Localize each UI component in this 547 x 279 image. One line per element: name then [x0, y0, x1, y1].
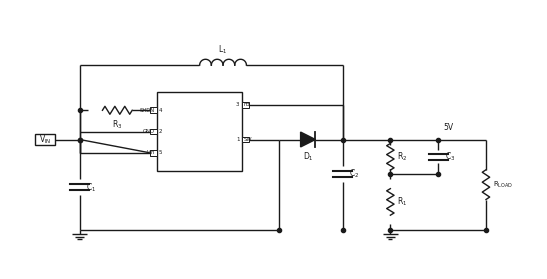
Text: C$_3$: C$_3$ [445, 150, 456, 163]
Text: 5: 5 [159, 150, 162, 155]
Text: V$_{\rm IN}$: V$_{\rm IN}$ [39, 133, 51, 146]
Text: 2: 2 [159, 129, 162, 134]
FancyBboxPatch shape [150, 150, 156, 156]
FancyBboxPatch shape [242, 137, 248, 142]
Text: 1: 1 [236, 137, 240, 142]
Text: L$_1$: L$_1$ [218, 43, 228, 56]
Polygon shape [301, 132, 316, 147]
FancyBboxPatch shape [242, 102, 248, 108]
Text: R$_1$: R$_1$ [397, 196, 407, 208]
Text: GND: GND [143, 129, 155, 134]
Text: R$_{\rm LOAD}$: R$_{\rm LOAD}$ [493, 180, 513, 190]
Text: 4: 4 [159, 108, 162, 113]
Text: C$_2$: C$_2$ [350, 168, 360, 180]
Text: R$_3$: R$_3$ [112, 119, 123, 131]
Text: SHDN: SHDN [140, 108, 155, 113]
Text: 3: 3 [236, 102, 240, 107]
Text: 5V: 5V [444, 122, 454, 131]
FancyBboxPatch shape [156, 92, 242, 171]
FancyBboxPatch shape [150, 129, 156, 134]
FancyBboxPatch shape [150, 107, 156, 113]
Text: SW: SW [243, 137, 252, 142]
Text: Vin: Vin [147, 150, 155, 155]
FancyBboxPatch shape [35, 134, 55, 145]
Text: C$_1$: C$_1$ [86, 181, 96, 194]
Text: R$_2$: R$_2$ [397, 150, 407, 163]
Text: D$_1$: D$_1$ [302, 150, 313, 163]
Text: FB: FB [243, 102, 250, 107]
